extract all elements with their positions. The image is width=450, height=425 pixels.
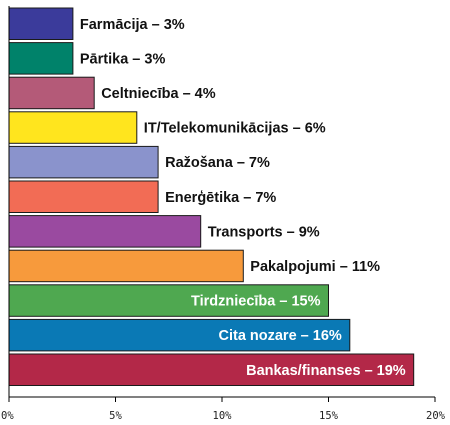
bars-layer: Farmācija – 3% Pārtika – 3% Celtniecība – … bbox=[8, 7, 415, 386]
bar-label: Pakalpojumi – 11% bbox=[250, 259, 380, 275]
bar bbox=[8, 284, 329, 317]
bar-label: Cita nozare – 16% bbox=[218, 328, 341, 344]
x-tick-label: 15% bbox=[319, 410, 339, 422]
x-tick-label: 10% bbox=[213, 410, 233, 422]
x-axis: 0% 5% 10% 15% 20% bbox=[1, 6, 446, 422]
bar bbox=[8, 42, 74, 75]
x-tick-label: 20% bbox=[426, 410, 446, 422]
bar-label: Bankas/finanses – 19% bbox=[246, 363, 406, 379]
bar-label: Tirdzniecība – 15% bbox=[191, 294, 321, 310]
bar-label: Pārtika – 3% bbox=[80, 51, 166, 67]
bar bbox=[8, 7, 74, 40]
bar bbox=[8, 249, 244, 283]
bar-label: Enerģētika – 7% bbox=[165, 190, 276, 206]
bar-label: Ražošana – 7% bbox=[165, 155, 270, 171]
bar-label: IT/Telekomunikācijas – 6% bbox=[144, 121, 326, 137]
bar bbox=[8, 180, 159, 213]
bar bbox=[8, 145, 159, 179]
x-tick-label: 0% bbox=[1, 410, 14, 422]
bar bbox=[8, 353, 415, 386]
x-tick-label: 5% bbox=[109, 410, 122, 422]
bar-label: Farmācija – 3% bbox=[80, 17, 185, 33]
bar bbox=[8, 111, 138, 144]
bar-label: Transports – 9% bbox=[208, 224, 320, 240]
bar bbox=[8, 318, 351, 352]
bar bbox=[8, 215, 202, 248]
bar bbox=[8, 76, 95, 110]
bar-label: Celtniecība – 4% bbox=[101, 86, 216, 102]
